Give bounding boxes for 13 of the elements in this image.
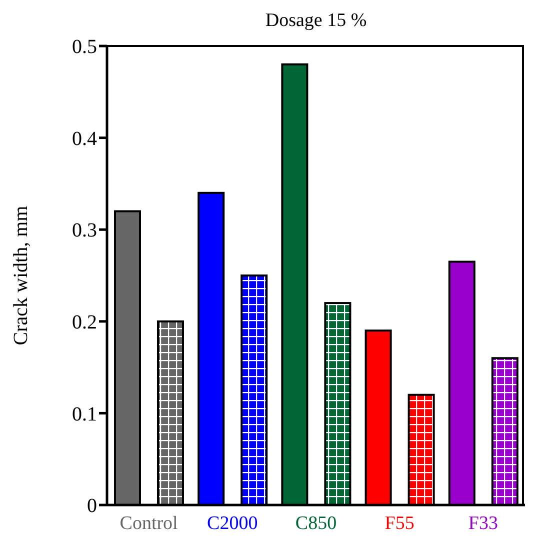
y-tick-label: 0.1 bbox=[72, 403, 97, 426]
y-axis-title: Crack width, mm bbox=[10, 205, 32, 346]
x-tick-label: C850 bbox=[295, 513, 337, 534]
y-tick-label: 0.5 bbox=[72, 36, 97, 58]
y-tick-label: 0.4 bbox=[72, 128, 97, 150]
x-tick-label: F55 bbox=[384, 513, 414, 534]
x-tick-label: Control bbox=[120, 513, 178, 534]
x-tick-label: C2000 bbox=[207, 513, 258, 534]
y-tick-label: 0.3 bbox=[72, 220, 97, 242]
chart-title: Dosage 15 % bbox=[264, 10, 368, 32]
x-tick-label: F33 bbox=[468, 513, 498, 534]
y-tick-label: 0.2 bbox=[72, 312, 97, 334]
y-tick-label: 0 bbox=[87, 495, 97, 518]
